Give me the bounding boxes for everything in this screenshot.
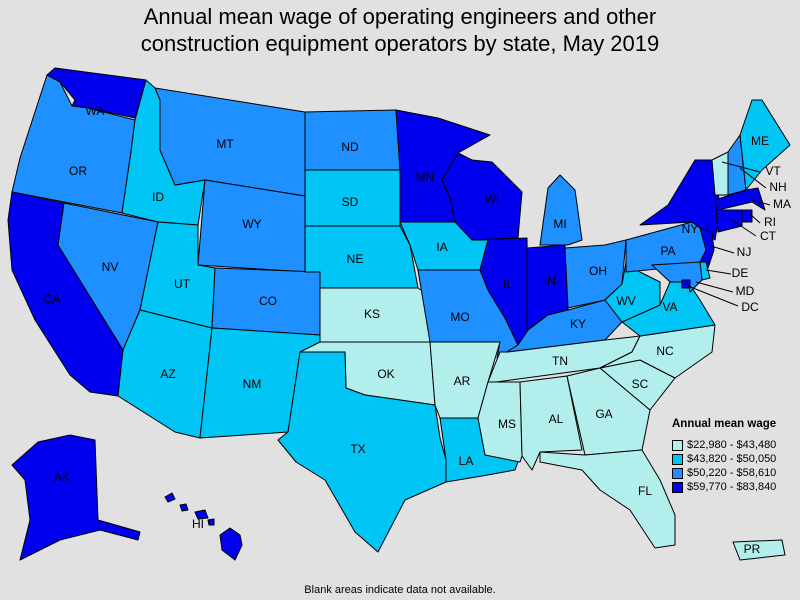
state-label-az: AZ	[160, 367, 175, 381]
state-pr	[732, 539, 786, 561]
state-label-nj: NJ	[737, 245, 752, 259]
state-label-ct: CT	[760, 229, 777, 243]
state-wi	[441, 152, 523, 241]
state-label-nm: NM	[243, 377, 262, 391]
state-hi-island	[207, 518, 215, 526]
state-hi-island	[164, 492, 176, 503]
title-line-2: construction equipment operators by stat…	[140, 31, 660, 56]
legend-swatch	[672, 467, 683, 479]
leader-line-ri	[749, 213, 761, 224]
state-ga	[566, 367, 651, 456]
leader-line-vt	[721, 161, 761, 173]
state-ri	[741, 209, 753, 223]
state-label-in: IN	[544, 274, 556, 288]
legend-swatch	[672, 481, 683, 493]
state-label-ga: GA	[595, 407, 612, 421]
legend-label: $50,220 - $58,610	[687, 467, 777, 479]
state-va	[621, 281, 716, 337]
legend-swatch	[672, 439, 683, 451]
state-label-md: MD	[736, 284, 755, 298]
state-label-wa: WA	[86, 104, 105, 118]
state-vt	[711, 151, 729, 196]
map-title: Annual mean wage of operating engineers …	[0, 3, 800, 57]
state-label-fl: FL	[638, 484, 652, 498]
state-layer	[7, 67, 791, 561]
state-label-nv: NV	[102, 260, 119, 274]
legend-item: $50,220 - $58,610	[672, 466, 800, 480]
footnote: Blank areas indicate data not available.	[304, 584, 496, 596]
state-label-layer: WA OR CA NV ID MT WY UT AZ CO NM ND SD NE KS OK TX MN IA MO…	[44, 104, 791, 556]
leader-line-md	[695, 281, 734, 293]
state-label-ms: MS	[498, 417, 516, 431]
state-label-mt: MT	[216, 137, 234, 151]
state-ak	[11, 434, 141, 561]
state-label-oh: OH	[589, 264, 607, 278]
state-label-wy: WY	[242, 217, 261, 231]
state-label-ri: RI	[764, 215, 776, 229]
state-label-id: ID	[152, 190, 164, 204]
state-label-ut: UT	[174, 277, 191, 291]
legend-label: $43,820 - $50,050	[687, 453, 777, 465]
state-label-wi: WI	[485, 192, 500, 206]
state-mi	[539, 174, 583, 246]
state-label-il: IL	[503, 277, 513, 291]
state-wv	[604, 261, 661, 323]
state-label-tx: TX	[350, 442, 365, 456]
state-label-tn: TN	[552, 354, 568, 368]
state-label-pa: PA	[660, 244, 675, 258]
state-hi-island	[179, 503, 189, 512]
leader-line-nh	[739, 167, 767, 189]
state-label-vt: VT	[765, 164, 781, 178]
state-label-sc: SC	[632, 377, 649, 391]
state-label-ak: AK	[54, 470, 70, 484]
state-label-dc: DC	[741, 300, 759, 314]
state-label-or: OR	[69, 164, 87, 178]
state-label-ny: NY	[682, 222, 699, 236]
leader-line-nj	[710, 245, 735, 254]
state-label-co: CO	[259, 294, 277, 308]
leader-line-ct	[731, 219, 757, 237]
state-label-ok: OK	[377, 367, 394, 381]
state-label-al: AL	[549, 412, 564, 426]
legend-item: $22,980 - $43,480	[672, 438, 800, 452]
state-label-pr: PR	[744, 542, 761, 556]
state-fl	[539, 449, 676, 549]
state-label-ca: CA	[44, 292, 61, 306]
legend-label: $22,980 - $43,480	[687, 439, 777, 451]
state-label-nh: NH	[769, 180, 786, 194]
legend-title: Annual mean wage	[672, 418, 777, 430]
state-label-mo: MO	[450, 310, 469, 324]
state-label-va: VA	[662, 300, 677, 314]
state-ct	[715, 209, 743, 233]
state-label-ia: IA	[436, 240, 447, 254]
legend-item: $43,820 - $50,050	[672, 452, 800, 466]
state-label-me: ME	[751, 134, 769, 148]
legend-swatch	[672, 453, 683, 465]
state-label-ky: KY	[570, 317, 586, 331]
legend-item: $59,770 - $83,840	[672, 480, 800, 494]
state-label-ks: KS	[364, 307, 380, 321]
leader-line-ma	[751, 199, 771, 206]
state-label-ne: NE	[347, 252, 364, 266]
state-label-mi: MI	[553, 217, 566, 231]
state-label-wv: WV	[616, 294, 635, 308]
state-label-nc: NC	[656, 344, 674, 358]
state-label-la: LA	[459, 454, 474, 468]
state-label-sd: SD	[342, 195, 359, 209]
state-label-de: DE	[732, 266, 749, 280]
state-label-ma: MA	[773, 197, 791, 211]
legend: Annual mean wage $22,980 - $43,480 $43,8…	[672, 418, 800, 494]
leader-line-de	[705, 269, 732, 275]
state-hi	[219, 527, 243, 561]
leader-line-dc	[687, 285, 739, 307]
state-label-mn: MN	[416, 170, 435, 184]
state-nc	[599, 324, 716, 379]
state-label-ar: AR	[454, 374, 471, 388]
state-hi-island	[194, 509, 209, 520]
state-label-nd: ND	[341, 140, 359, 154]
title-line-1: Annual mean wage of operating engineers …	[143, 4, 657, 29]
legend-label: $59,770 - $83,840	[687, 481, 777, 493]
state-label-hi: HI	[192, 517, 204, 531]
